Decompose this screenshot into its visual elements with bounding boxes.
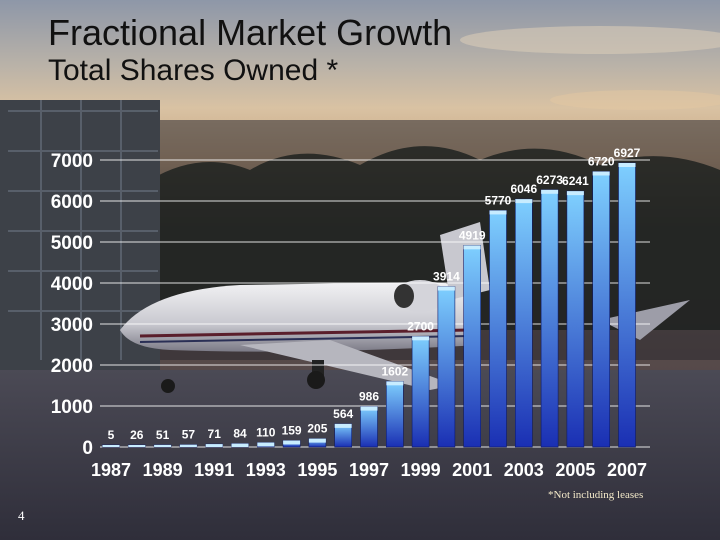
bar-cap-1987 — [102, 445, 120, 447]
y-tick-label: 5000 — [51, 233, 93, 254]
data-label-1992: 84 — [233, 427, 247, 441]
x-tick-label: 1999 — [401, 460, 441, 480]
bar-cap-2007 — [618, 162, 636, 167]
y-tick-label: 0 — [82, 438, 93, 459]
bar-cap-1999 — [412, 336, 430, 341]
bar-cap-1990 — [179, 444, 197, 447]
data-label-1988: 26 — [130, 428, 144, 442]
bar-cap-1988 — [128, 445, 146, 447]
data-label-2002: 5770 — [485, 193, 512, 207]
x-tick-label: 1997 — [349, 460, 389, 480]
slide-subtitle: Total Shares Owned * — [48, 54, 339, 87]
x-tick-label: 2003 — [504, 460, 544, 480]
data-label-1987: 5 — [108, 428, 115, 442]
bar-cap-1998 — [386, 381, 404, 386]
bar-2003 — [514, 198, 533, 448]
x-tick-label: 1995 — [297, 460, 337, 480]
x-tick-label: 2001 — [452, 460, 492, 480]
bar-cap-1996 — [334, 423, 352, 428]
y-tick-label: 4000 — [51, 274, 93, 295]
y-axis-ticks: 0 1000 2000 3000 4000 5000 6000 7000 — [51, 151, 93, 459]
y-tick-label: 2000 — [51, 356, 93, 377]
data-label-1995: 205 — [307, 422, 327, 436]
x-tick-label: 1989 — [143, 460, 183, 480]
bar-cap-2004 — [541, 189, 559, 194]
bar-cap-1989 — [154, 444, 172, 447]
bar-2006 — [592, 171, 611, 448]
x-tick-label: 2007 — [607, 460, 647, 480]
y-tick-label: 7000 — [51, 151, 93, 172]
data-label-1996: 564 — [333, 407, 353, 421]
y-tick-label: 6000 — [51, 192, 93, 213]
bar-cap-2001 — [463, 245, 481, 250]
y-tick-label: 1000 — [51, 397, 93, 418]
footnote: *Not including leases — [548, 489, 644, 501]
bar-cap-1994 — [283, 440, 301, 445]
bar-2002 — [489, 210, 507, 448]
bar-cap-1997 — [360, 406, 378, 411]
bar-2007 — [618, 162, 636, 448]
data-label-1993: 110 — [256, 425, 276, 439]
bar-cap-2000 — [437, 286, 455, 291]
x-tick-label: 1993 — [246, 460, 286, 480]
bar-cap-2006 — [592, 171, 610, 176]
data-label-2005: 6241 — [562, 174, 589, 188]
bar-cap-1992 — [231, 443, 249, 447]
bar-2005 — [566, 190, 585, 448]
data-label-1990: 57 — [182, 428, 196, 442]
page-number: 4 — [18, 508, 25, 523]
bar-2001 — [463, 245, 482, 448]
x-tick-label: 1991 — [194, 460, 234, 480]
bar-cap-2003 — [515, 199, 533, 204]
bar-cap-2005 — [566, 191, 584, 196]
bar-2004 — [540, 189, 559, 448]
x-tick-label: 2005 — [555, 460, 595, 480]
x-axis-ticks: 1987 1989 1991 1993 1995 1997 1999 2001 2003 2005… — [91, 460, 647, 480]
data-label-1997: 986 — [359, 390, 379, 404]
data-label-1994: 159 — [282, 423, 302, 437]
bar-2000 — [437, 286, 456, 448]
bar-1999 — [411, 335, 430, 448]
data-label-2001: 4919 — [459, 228, 486, 242]
bars — [102, 162, 636, 448]
data-label-2004: 6273 — [536, 173, 563, 187]
data-label-1989: 51 — [156, 428, 170, 442]
bar-cap-2002 — [489, 210, 507, 215]
bar-cap-1995 — [308, 438, 326, 443]
y-tick-label: 3000 — [51, 315, 93, 336]
x-tick-label: 1987 — [91, 460, 131, 480]
bar-1997 — [360, 406, 378, 448]
data-label-2007: 6927 — [614, 146, 641, 160]
bar-cap-1991 — [205, 444, 223, 447]
data-label-1999: 2700 — [407, 319, 434, 333]
data-label-2006: 6720 — [588, 154, 615, 168]
bar-cap-1993 — [257, 442, 275, 447]
data-label-1991: 71 — [208, 427, 222, 441]
data-label-2003: 6046 — [510, 182, 537, 196]
data-label-2000: 3914 — [433, 270, 460, 284]
bar-1998 — [385, 381, 404, 448]
slide-title: Fractional Market Growth — [48, 12, 453, 53]
data-label-1998: 1602 — [381, 364, 408, 378]
